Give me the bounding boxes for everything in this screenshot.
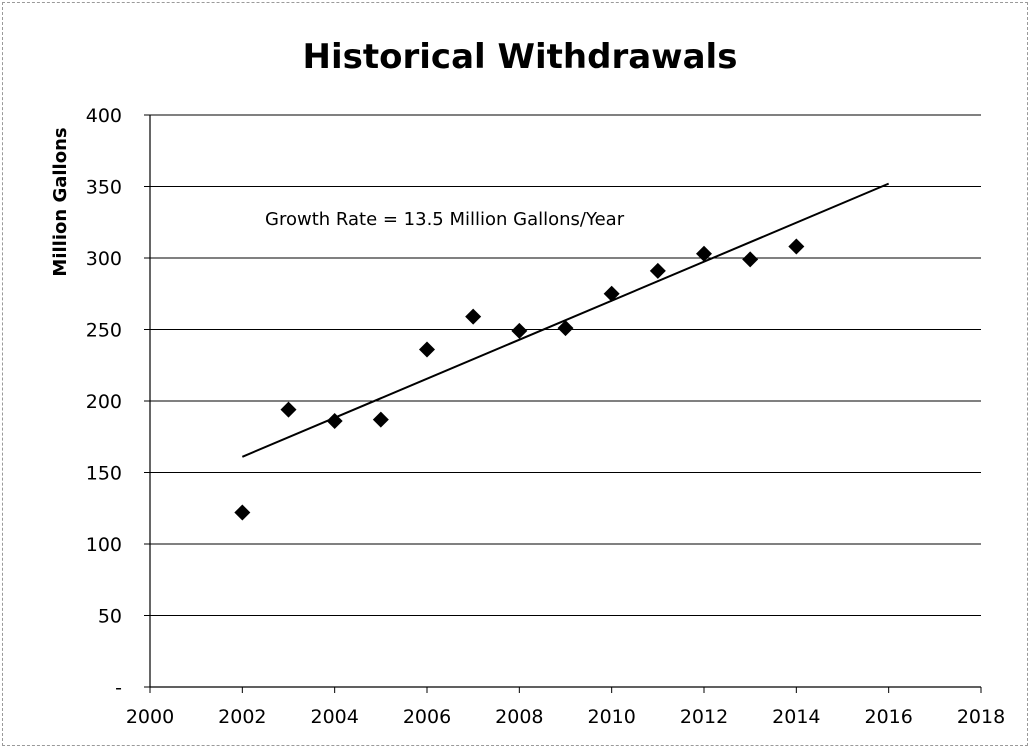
x-tick-label: 2002 bbox=[218, 706, 266, 728]
data-point bbox=[419, 341, 435, 358]
data-point bbox=[372, 411, 389, 428]
data-point bbox=[326, 413, 343, 430]
y-tick-labels: - 50 100 150 200 250 300 350 400 bbox=[86, 105, 122, 699]
x-tick-label: 2014 bbox=[772, 706, 820, 728]
x-tick-label: 2004 bbox=[310, 706, 358, 728]
y-tick-label: 50 bbox=[98, 606, 122, 628]
y-tick-label: - bbox=[115, 677, 122, 699]
x-tick-labels: 2000 2002 2004 2006 2008 2010 2012 2014 2016 2018 bbox=[126, 706, 1005, 728]
axes bbox=[144, 114, 982, 693]
y-tick-label: 300 bbox=[86, 248, 122, 270]
data-point bbox=[511, 322, 528, 339]
data-point bbox=[696, 245, 712, 262]
data-point bbox=[234, 504, 251, 521]
x-tick-label: 2006 bbox=[403, 706, 451, 728]
y-tick-label: 100 bbox=[86, 534, 122, 556]
data-point bbox=[280, 401, 297, 418]
x-tick-label: 2010 bbox=[587, 706, 635, 728]
gridlines bbox=[150, 114, 981, 616]
y-tick-label: 350 bbox=[86, 177, 122, 199]
x-tick-label: 2016 bbox=[864, 706, 912, 728]
data-point bbox=[742, 251, 759, 268]
growth-rate-annotation: Growth Rate = 13.5 Million Gallons/Year bbox=[265, 209, 625, 230]
data-point bbox=[788, 238, 805, 255]
y-tick-label: 400 bbox=[86, 105, 122, 127]
y-tick-label: 150 bbox=[86, 463, 122, 485]
data-point bbox=[649, 262, 666, 279]
data-point bbox=[465, 308, 482, 325]
data-point bbox=[603, 285, 620, 302]
x-tick-label: 2000 bbox=[126, 706, 174, 728]
chart-title: Historical Withdrawals bbox=[303, 37, 738, 77]
x-tick-label: 2012 bbox=[680, 706, 728, 728]
data-points bbox=[234, 238, 805, 521]
data-point bbox=[557, 320, 574, 337]
y-axis-label: Million Gallons bbox=[50, 127, 71, 276]
x-tick-label: 2008 bbox=[495, 706, 543, 728]
y-tick-label: 250 bbox=[86, 320, 122, 342]
y-tick-label: 200 bbox=[86, 391, 122, 413]
x-tick-label: 2018 bbox=[957, 706, 1005, 728]
